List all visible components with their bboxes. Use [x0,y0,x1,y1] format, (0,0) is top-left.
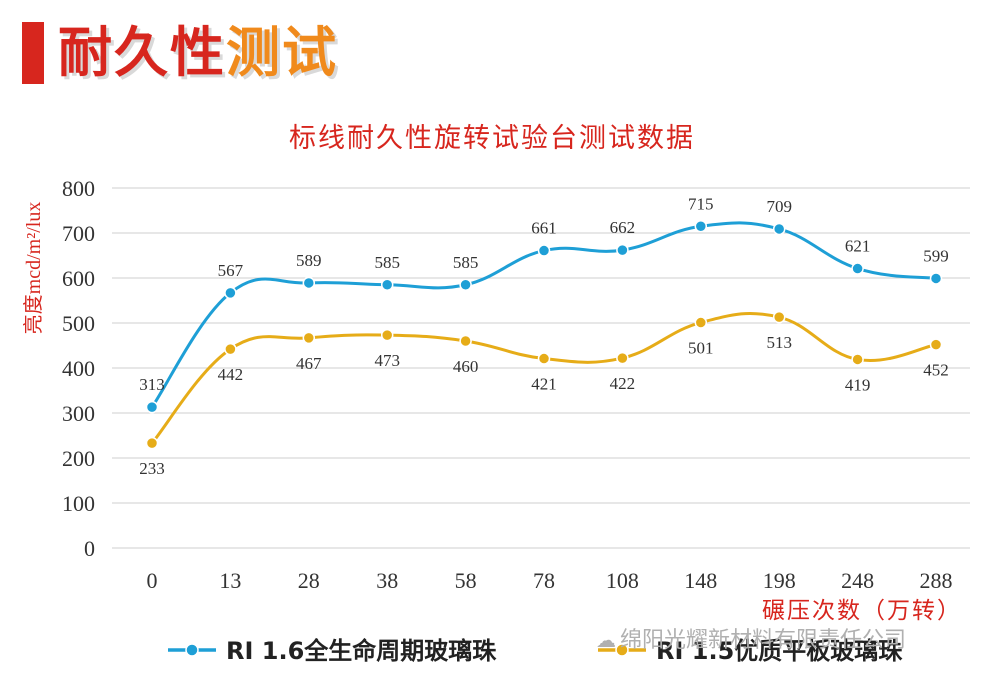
y-tick-label: 500 [62,311,95,336]
data-point-series-2 [537,352,551,365]
x-tick-label: 38 [376,568,398,593]
y-tick-label: 100 [62,491,95,516]
data-label-series-1: 599 [923,246,949,265]
data-point-series-2 [459,334,472,348]
data-label-series-2: 473 [374,351,400,370]
x-tick-label: 13 [219,568,241,593]
page-title: 耐久性测试 [58,14,338,92]
legend-swatch-marker-1 [185,643,199,657]
data-label-series-1: 313 [139,375,165,394]
x-tick-label: 198 [763,568,796,593]
data-point-series-2 [772,310,786,324]
data-label-series-1: 621 [845,237,871,256]
y-tick-label: 800 [62,176,95,201]
x-tick-label: 0 [147,568,158,593]
data-point-series-2 [380,328,394,342]
watermark-text: 绵阳光耀新材料有限责任公司 [620,628,907,653]
data-point-series-1 [851,262,864,275]
data-point-series-2 [694,316,708,329]
data-point-series-2 [145,436,159,450]
data-point-series-1 [224,286,237,300]
data-label-series-2: 452 [923,361,949,380]
title-accent-bar [22,22,44,84]
x-tick-label: 108 [606,568,639,593]
x-tick-label: 248 [841,568,874,593]
page-title-part2: 测试 [226,21,338,84]
data-point-series-1 [616,243,629,257]
data-point-series-1 [772,222,786,236]
legend-swatch-marker-2 [615,643,629,657]
x-tick-label: 28 [298,568,320,593]
data-label-series-1: 662 [610,218,636,237]
y-tick-label: 300 [62,401,95,426]
data-point-series-1 [145,400,159,414]
data-label-series-1: 661 [531,219,557,238]
data-label-series-2: 501 [688,339,714,358]
y-tick-label: 400 [62,356,95,381]
data-point-series-1 [302,276,316,290]
data-label-series-2: 442 [218,365,244,384]
x-tick-label: 288 [920,568,953,593]
chart-title: 标线耐久性旋转试验台测试数据 [289,123,695,153]
page-title-part1: 耐久性 [58,21,226,84]
data-label-series-1: 709 [766,197,792,216]
data-label-series-2: 421 [531,375,557,394]
data-point-series-2 [224,342,237,356]
data-point-series-2 [851,353,864,366]
wechat-icon: ☁ [596,628,616,652]
watermark: ☁ 绵阳光耀新材料有限责任公司 [596,622,906,654]
data-label-series-2: 460 [453,357,479,376]
x-axis-label: 碾压次数（万转） [762,598,962,623]
data-point-series-1 [537,244,551,257]
data-point-series-1 [380,278,394,291]
x-tick-label: 78 [533,568,555,593]
y-tick-label: 200 [62,446,95,471]
data-label-series-1: 585 [374,253,400,272]
data-label-series-2: 467 [296,354,322,373]
data-point-series-2 [616,351,629,365]
data-point-series-2 [929,338,943,351]
legend-label-2: RI 1.5优质平板玻璃珠 [656,637,903,665]
y-tick-label: 700 [62,221,95,246]
data-label-series-2: 422 [610,374,636,393]
data-point-series-1 [459,278,472,291]
data-label-series-1: 585 [453,253,479,272]
x-tick-label: 58 [455,568,477,593]
y-tick-label: 600 [62,266,95,291]
data-label-series-2: 419 [845,375,871,394]
data-label-series-1: 715 [688,194,714,213]
data-label-series-2: 513 [766,333,792,352]
legend-label-1: RI 1.6全生命周期玻璃珠 [226,637,497,665]
data-point-series-1 [929,272,943,285]
data-label-series-2: 233 [139,459,165,478]
data-point-series-2 [302,331,316,345]
y-axis-label: 亮度mcd/m²/lux [22,202,45,335]
data-label-series-1: 589 [296,251,322,270]
data-label-series-1: 567 [218,261,244,280]
y-tick-label: 0 [84,536,95,561]
data-point-series-1 [694,220,708,233]
x-tick-label: 148 [684,568,717,593]
